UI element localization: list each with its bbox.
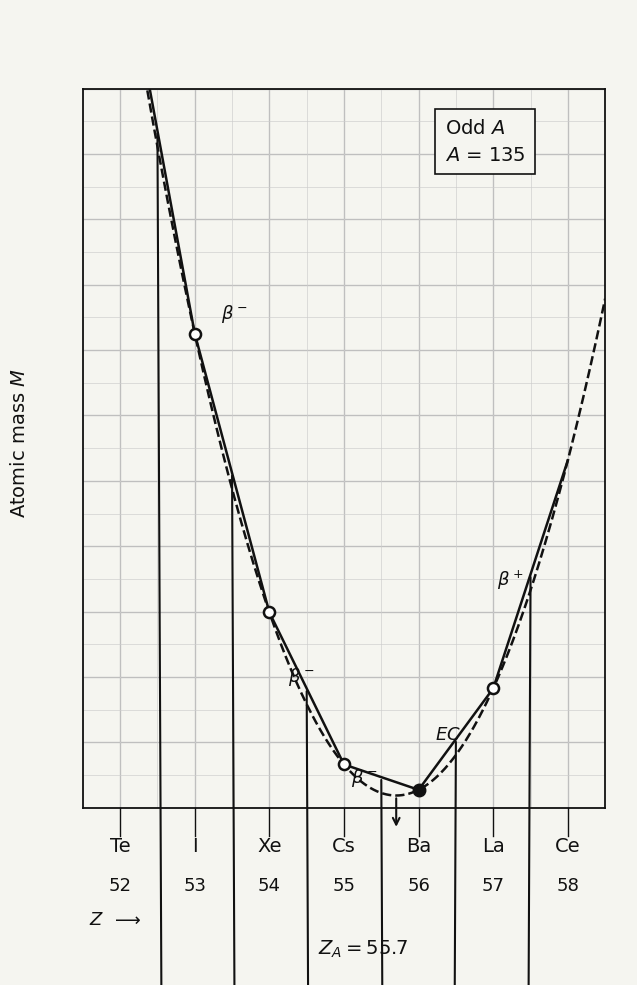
Text: $\beta^+$: $\beta^+$: [497, 568, 524, 592]
Text: Ce: Ce: [555, 837, 581, 856]
Text: Ba: Ba: [406, 837, 431, 856]
Text: $\beta^-$: $\beta^-$: [288, 666, 315, 689]
Text: Te: Te: [110, 837, 131, 856]
Text: 57: 57: [482, 877, 505, 894]
Text: 52: 52: [109, 877, 132, 894]
Text: $Z_A = 55.7$: $Z_A = 55.7$: [318, 939, 408, 960]
Text: $\beta^-$: $\beta^-$: [221, 303, 247, 325]
Text: $Z$: $Z$: [89, 911, 104, 929]
Text: I: I: [192, 837, 197, 856]
Text: $\longrightarrow$: $\longrightarrow$: [111, 911, 142, 929]
Text: Odd $A$
$A$ = 135: Odd $A$ $A$ = 135: [445, 119, 526, 164]
Text: 53: 53: [183, 877, 206, 894]
Text: Atomic mass $M$: Atomic mass $M$: [10, 368, 29, 518]
Text: Cs: Cs: [332, 837, 356, 856]
Text: 58: 58: [556, 877, 579, 894]
Text: 55: 55: [333, 877, 355, 894]
Text: 56: 56: [407, 877, 430, 894]
Text: $\beta^-$: $\beta^-$: [352, 767, 378, 789]
Text: $EC$: $EC$: [435, 726, 461, 745]
Text: 54: 54: [258, 877, 281, 894]
Text: Xe: Xe: [257, 837, 282, 856]
Text: La: La: [482, 837, 505, 856]
